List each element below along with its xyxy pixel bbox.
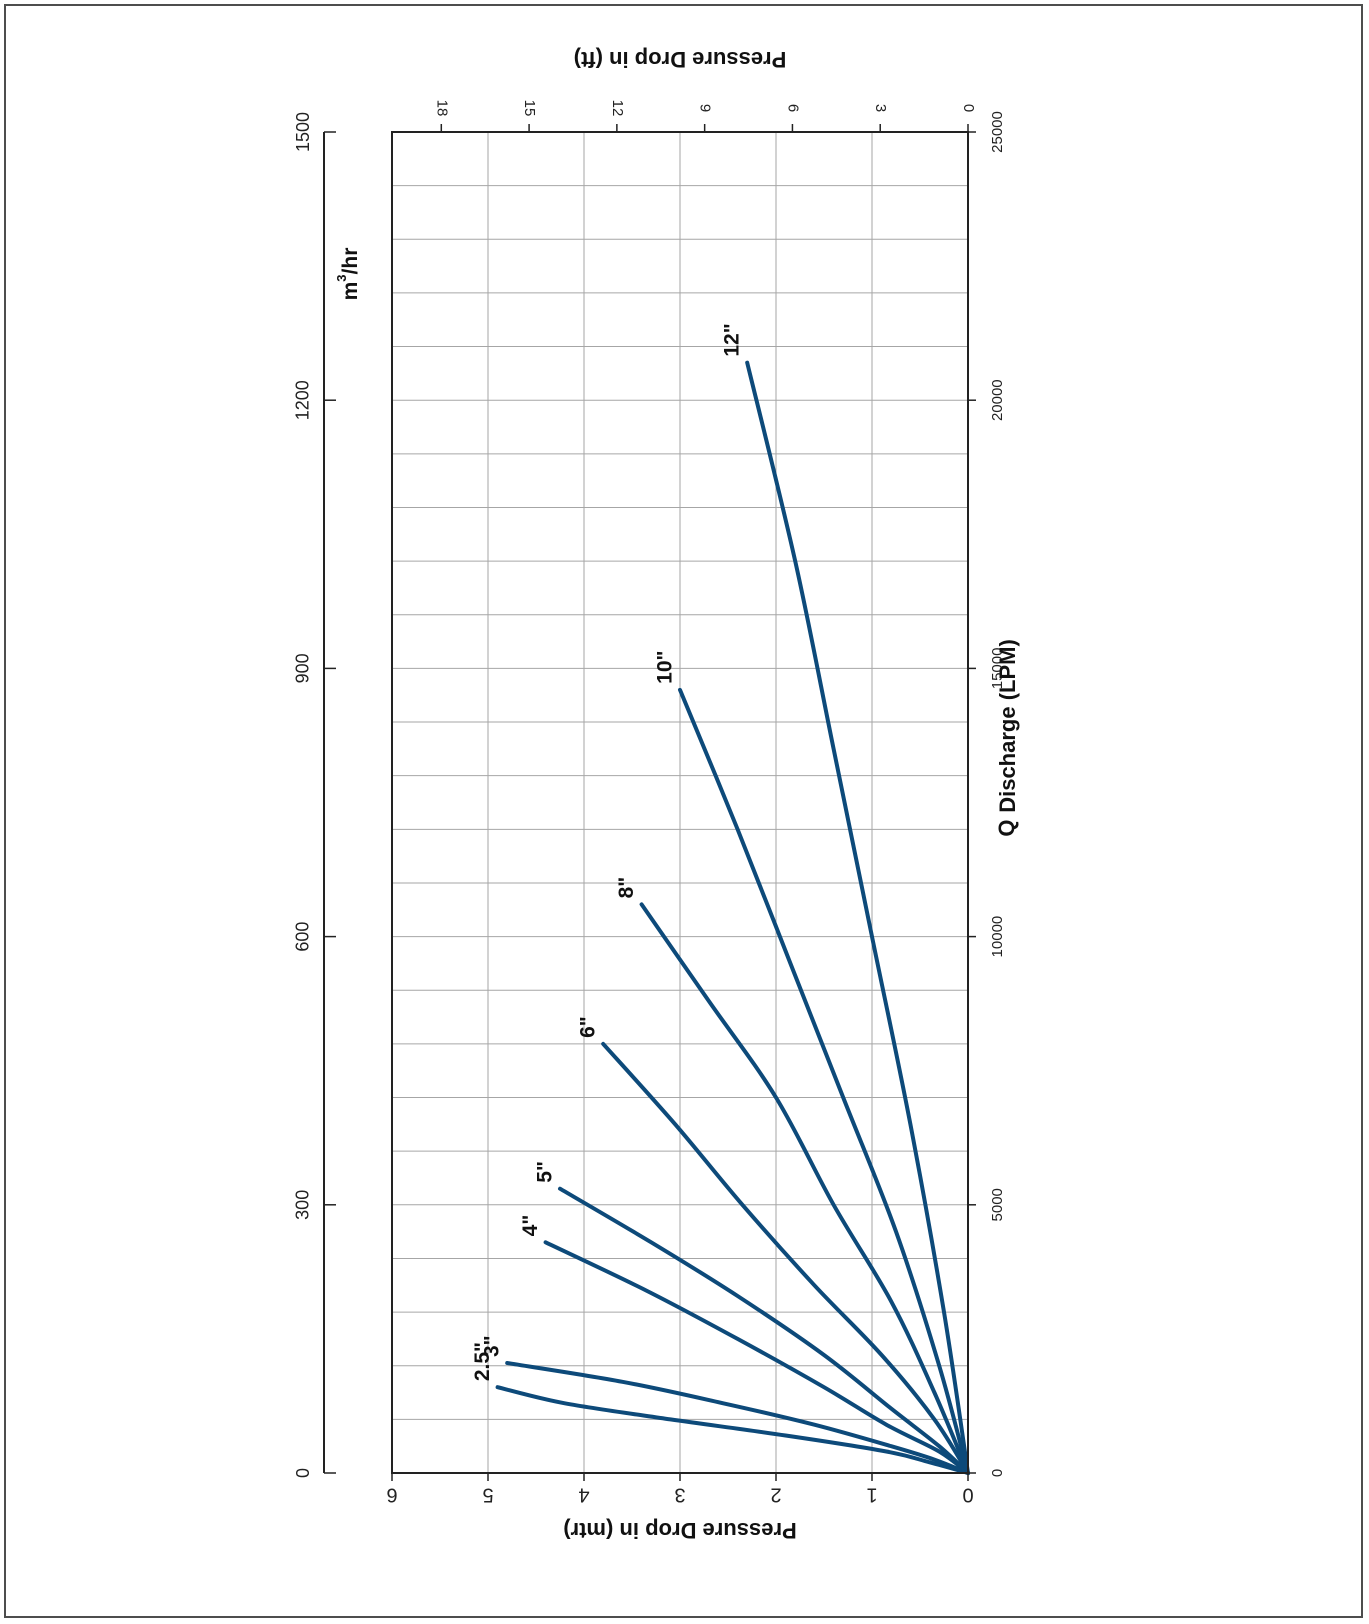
m3hr-tick-label: 900: [293, 653, 313, 683]
series-label: 3": [481, 1335, 504, 1357]
series-label: 6": [577, 1016, 600, 1038]
series-label: 8": [615, 877, 638, 899]
discharge-tick-label: 15000: [989, 648, 1006, 690]
discharge-tick-label: 0: [989, 1469, 1006, 1477]
series-line: [678, 687, 970, 1475]
pressure-mtr-tick-label: 3: [674, 1484, 685, 1506]
m3hr-tick-label: 1500: [293, 112, 313, 152]
series-label: 2.5": [471, 1342, 494, 1381]
pressure-ft-tick-label: 18: [433, 100, 450, 117]
axis-labels: Discharge (LPM) Q Pressure Drop in (mtr) Pr…: [334, 47, 1019, 1543]
chart-svg: 2.5"3"4"5"6"8"10"12" 0500010000150002000…: [293, 47, 1020, 1543]
discharge-symbol-label: Q: [994, 819, 1019, 836]
discharge-tick-label: 10000: [989, 916, 1006, 958]
series-line: [745, 360, 970, 1475]
axes: 0500010000150002000025000030060090012001…: [293, 100, 1006, 1506]
series-line: [639, 902, 970, 1475]
pressure-mtr-tick-label: 0: [962, 1484, 973, 1506]
discharge-tick-label: 20000: [989, 379, 1006, 421]
m3hr-tick-label: 1200: [293, 380, 313, 420]
series-line: [543, 1240, 970, 1475]
pressure-mtr-tick-label: 4: [578, 1484, 589, 1506]
m3hr-tick-label: 600: [293, 922, 313, 952]
pressure-mtr-tick-label: 1: [866, 1484, 877, 1506]
series-label: 12": [721, 323, 744, 356]
pressure-ft-tick-label: 12: [609, 100, 626, 117]
series-line: [601, 1041, 970, 1475]
pressure-ft-tick-label: 3: [872, 104, 889, 112]
pressure-ft-tick-label: 9: [697, 104, 714, 112]
series-label: 10": [654, 651, 677, 684]
pressure-ft-tick-label: 0: [960, 104, 977, 112]
series-label: 4": [519, 1215, 542, 1237]
chart-frame: 2.5" 3" 4" 5" 6" 8" 10" 12" 0 5000 10000 15000 2000…: [4, 4, 1363, 1618]
series-line: [558, 1186, 970, 1475]
discharge-axis-label: Discharge (LPM): [995, 639, 1020, 813]
pressure-mtr-tick-label: 5: [482, 1484, 493, 1506]
discharge-tick-label: 5000: [989, 1188, 1006, 1221]
series-curves: 2.5"3" 4" 5" 6" 8" 10" 12": [471, 323, 970, 1475]
pressure-ft-axis-label: Pressure Drop in (ft): [574, 47, 787, 72]
pressure-mtr-tick-label: 6: [386, 1484, 397, 1506]
pressure-ft-tick-label: 6: [784, 104, 801, 112]
pressure-mtr-tick-label: 2: [770, 1484, 781, 1506]
series-line: [505, 1361, 970, 1475]
series-label: 5": [534, 1161, 557, 1183]
grid-lines: [392, 132, 968, 1473]
m3hr-tick-label: 0: [293, 1468, 313, 1478]
pressure-mtr-axis-label: Pressure Drop in (mtr): [563, 1518, 797, 1543]
pressure-ft-tick-label: 15: [521, 100, 538, 117]
discharge-tick-label: 25000: [989, 111, 1006, 153]
m3hr-axis-label: m3/hr: [334, 248, 361, 301]
m3hr-tick-label: 300: [293, 1190, 313, 1220]
series-line: [495, 1385, 970, 1475]
